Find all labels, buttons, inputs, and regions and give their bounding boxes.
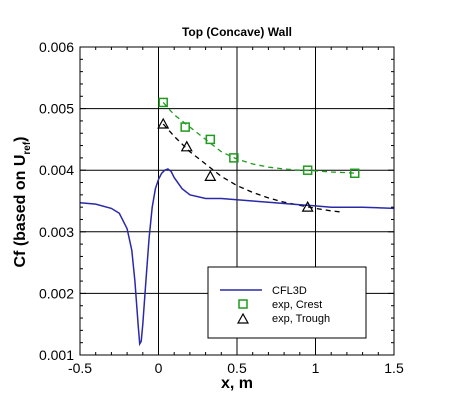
ticks [79,46,395,356]
trough-point [301,200,314,212]
plot-content [79,97,395,347]
trough-point [180,140,193,152]
tick-labels: -0.5 0 0.5 1 1.5 0.001 0.002 0.003 0.004 0.005 0.0… [39,39,404,376]
x-tick-label: 1.5 [384,360,404,376]
y-tick-label: 0.005 [39,101,74,117]
x-tick-label: -0.5 [68,360,92,376]
y-axis-label-main: Cf (based on U [12,155,29,268]
legend-box [207,266,367,339]
trend-dashed-line [162,123,343,213]
x-tick-label: 0 [155,360,163,376]
crest-point [229,153,239,163]
y-axis-label-close: ) [12,136,29,141]
trend-dashed-line [162,101,358,174]
y-axis-label: Cf (based on Uref) [12,136,33,267]
y-axis-label-subscript: ref [22,141,33,154]
legend-cfl3d-label: CFL3D [272,285,307,297]
y-tick-label: 0.003 [39,224,74,240]
crest-point [350,168,360,179]
cfl3d-line [79,168,395,347]
crest-point [205,134,216,145]
y-tick-label: 0.002 [39,285,74,301]
legend-trough-marker [236,312,250,324]
grid [80,47,394,355]
trough-point [157,117,170,129]
chart-title: Top (Concave) Wall [182,25,292,39]
crest-point [302,165,313,175]
legend-trough-label: exp, Trough [272,313,330,325]
x-tick-label: 1 [312,360,320,376]
legend-crest-label: exp, Crest [272,299,322,311]
x-axis-label: x, m [221,375,253,392]
crest-point [158,97,168,108]
y-tick-label: 0.001 [39,347,74,363]
trough-point [204,170,217,181]
legend-crest-marker [238,299,248,309]
crest-point [180,122,190,132]
y-tick-label: 0.006 [39,39,74,55]
x-tick-label: 0.5 [227,360,247,376]
y-tick-label: 0.004 [39,162,74,178]
legend: CFL3D exp, Crest exp, Trough [207,266,367,339]
